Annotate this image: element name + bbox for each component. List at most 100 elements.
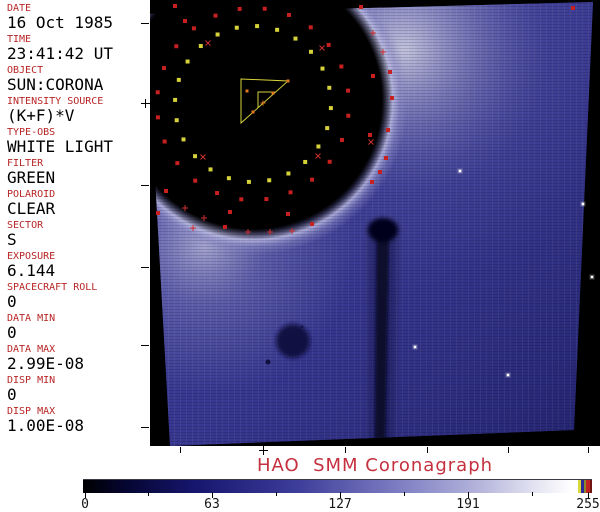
stripe-yellow [578,480,581,493]
x-mark [205,40,211,46]
inner-yellow-ring-dot [325,126,330,131]
tick-mark [588,447,589,453]
plus-mark [245,229,251,235]
fiducial-dot [286,212,290,216]
inner-yellow-ring-dot [181,137,186,142]
field-label: TIME [7,34,32,45]
outer-red-ring-dot [327,159,332,164]
inner-yellow-ring-dot [185,59,190,64]
pylon-top-blob [368,218,398,242]
fiducial-dot [228,210,232,214]
star-point [581,202,585,206]
tick-mark [141,185,149,186]
outer-red-ring-dot [340,137,345,142]
metadata-field-data-min: DATA MIN 0 [7,313,150,341]
tick-mark [340,492,341,498]
field-label: DATE [7,3,32,14]
metadata-field-filter: FILTER GREEN [7,158,150,186]
outer-red-ring-dot [213,13,218,18]
plus-mark [380,49,386,55]
outer-red-ring-dot [288,190,293,195]
colorbar-label-191: 191 [456,497,480,512]
star-point [413,345,417,349]
polygon-vertex-dot [271,91,275,95]
outer-red-ring-dot [155,115,160,120]
metadata-field-data-max: DATA MAX 2.99E-08 [7,344,150,372]
tick-mark [468,492,469,498]
metadata-field-polaroid: POLAROID CLEAR [7,189,150,217]
fiducial-dot [183,19,187,23]
tick-mark [148,492,149,496]
outer-red-ring-dot [175,161,180,166]
fiducial-dot [156,211,160,215]
outer-red-ring-dot [346,88,351,93]
inner-yellow-ring-dot [275,27,280,32]
field-label: INTENSITY SOURCE [7,96,104,107]
tick-mark [180,447,181,453]
stripe-olive [584,480,586,493]
inner-yellow-ring-dot [328,106,333,111]
fiducial-dot [571,6,575,10]
field-value: 0 [7,385,17,404]
field-value: 0 [7,323,17,342]
field-value: CLEAR [7,199,56,218]
fiducial-dot [371,74,375,78]
outer-red-ring-dot [346,113,351,118]
x-mark [200,154,206,160]
inner-yellow-ring-dot [176,77,181,82]
x-mark [368,139,374,145]
metadata-field-sector: SECTOR S [7,220,150,248]
calibration-markers [155,4,595,378]
tick-mark [263,446,264,455]
colorbar-label-63: 63 [204,497,220,512]
fiducial-dot [388,70,392,74]
field-label: TYPE-OBS [7,127,56,138]
fiducial-dot [378,170,382,174]
star-point [590,275,594,279]
tick-mark [85,492,86,498]
outer-red-ring-dot [193,178,198,183]
plus-mark [182,205,188,211]
colorbar-top-stripes [578,480,592,493]
outer-red-ring-dot [339,64,344,69]
tick-mark [532,492,533,496]
outer-red-ring-dot [310,177,315,182]
inner-yellow-ring-dot [286,171,291,176]
metadata-field-object: OBJECT SUN:CORONA [7,65,150,93]
field-label: FILTER [7,158,44,169]
plus-mark [201,215,207,221]
inner-yellow-ring-dot [173,97,178,102]
field-value: 16 Oct 1985 [7,13,113,32]
outer-red-ring-dot [161,66,166,71]
field-label: DATA MIN [7,313,56,324]
colorbar-label-127: 127 [328,497,352,512]
metadata-field-intensity-source: INTENSITY SOURCE (K+F)*V [7,96,150,124]
tick-mark [345,447,346,453]
outer-red-ring-dot [237,6,242,11]
field-label: SPACECRAFT ROLL [7,282,98,293]
field-value: 23:41:42 UT [7,44,113,63]
stripe-red [586,480,590,493]
inner-yellow-ring-dot [267,178,272,183]
field-value: 1.00E-08 [7,416,85,435]
inner-yellow-ring-dot [234,25,239,30]
star-point [506,373,510,377]
field-label: OBJECT [7,65,44,76]
outer-red-ring-dot [264,197,269,202]
inner-yellow-ring-dot [215,32,220,37]
field-label: DISP MIN [7,375,56,386]
tick-mark [508,447,509,453]
plus-mark [370,30,376,36]
field-value: (K+F)*V [7,106,75,125]
tick-mark [145,99,146,108]
outer-red-ring-dot [308,25,313,30]
field-label: POLAROID [7,189,56,200]
occulting-disk [150,0,393,240]
field-value: 2.99E-08 [7,354,85,373]
field-value: SUN:CORONA [7,75,104,94]
metadata-field-disp-max: DISP MAX 1.00E-08 [7,406,150,434]
dark-spot-small [265,359,271,365]
stripe-maroon [590,480,592,493]
field-value: WHITE LIGHT [7,137,113,156]
